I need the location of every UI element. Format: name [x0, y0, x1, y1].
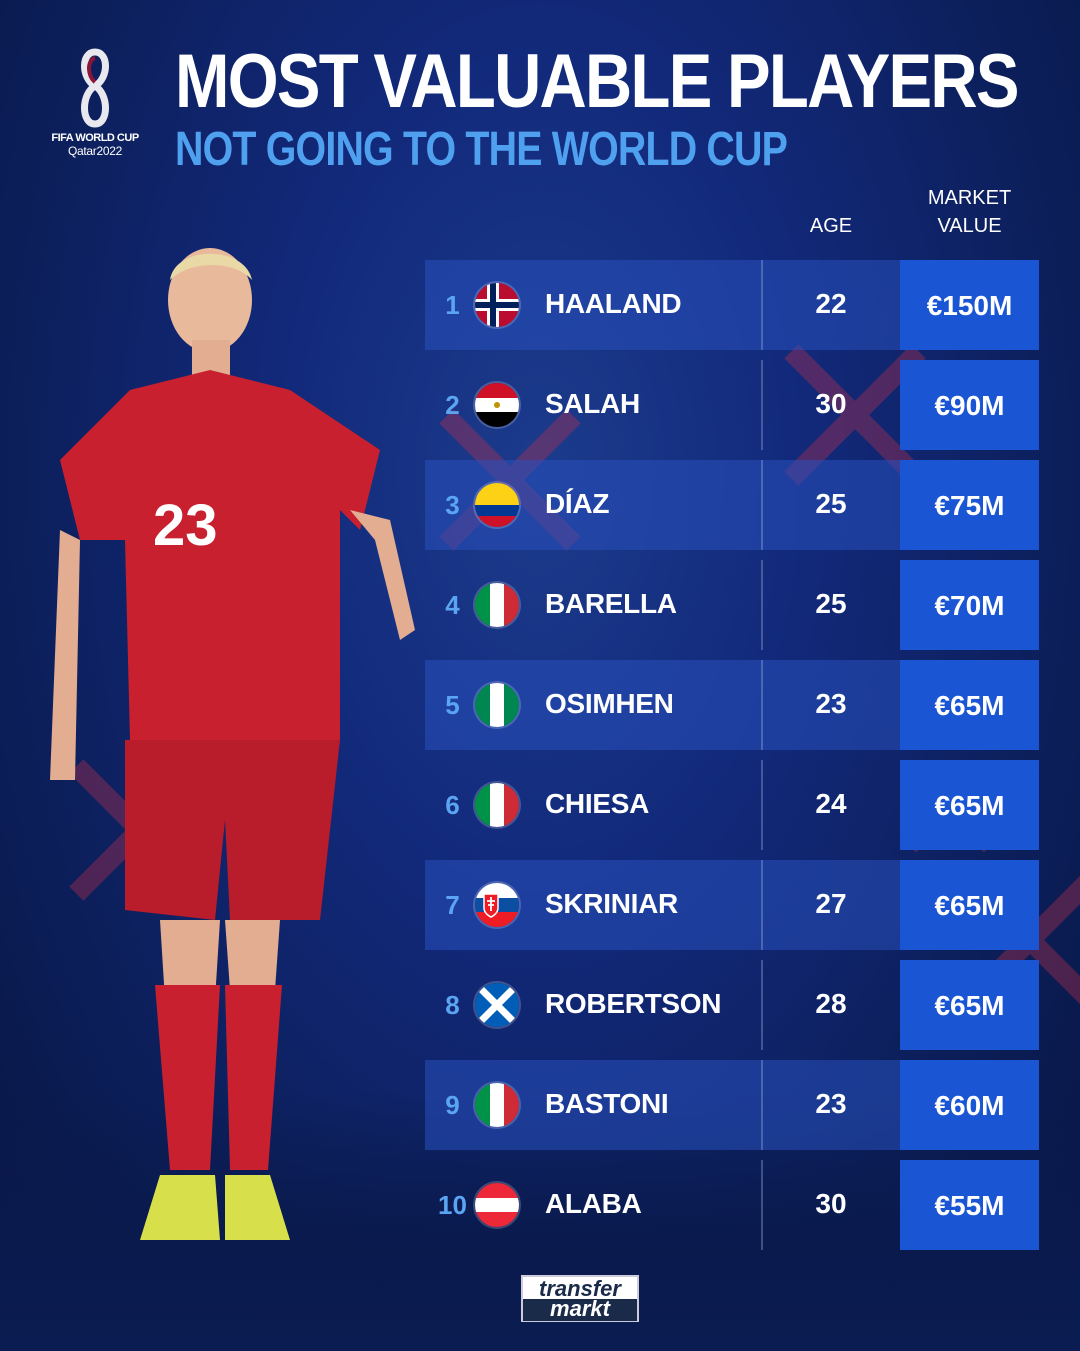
- scotland-flag-icon: [475, 983, 519, 1027]
- table-row: 8 ROBERTSON 28 €65M: [425, 960, 1039, 1050]
- column-divider: [761, 1060, 763, 1150]
- table-row: 10 ALABA 30 €55M: [425, 1160, 1039, 1250]
- column-divider: [761, 1160, 763, 1250]
- player-name: BARELLA: [545, 588, 677, 619]
- trophy-emblem-icon: [81, 48, 109, 128]
- market-value-header: MARKET VALUE: [927, 187, 1012, 237]
- table-row: 5 OSIMHEN 23 €65M: [425, 660, 1039, 750]
- rank: 7: [445, 890, 460, 920]
- player-name: HAALAND: [545, 288, 682, 319]
- table-row: 6 CHIESA 24 €65M: [425, 760, 1039, 850]
- player-name: DÍAZ: [545, 488, 610, 519]
- page-subtitle: NOT GOING TO THE WORLD CUP: [175, 123, 788, 176]
- market-value: €65M: [900, 860, 1039, 950]
- market-value: €65M: [900, 660, 1039, 750]
- player-age: 27: [815, 888, 847, 919]
- age-header: AGE: [809, 215, 853, 237]
- column-divider: [761, 360, 763, 450]
- column-divider: [761, 560, 763, 650]
- rank: 8: [445, 990, 460, 1020]
- table-row: 7 SKRINIAR 27 €65M: [425, 860, 1039, 950]
- rank: 4: [445, 590, 460, 620]
- player-age: 28: [815, 988, 847, 1019]
- market-value: €55M: [900, 1160, 1039, 1250]
- player-age: 23: [815, 688, 847, 719]
- rank: 3: [445, 490, 460, 520]
- table-row: 3 DÍAZ 25 €75M: [425, 460, 1039, 550]
- transfermarkt-logo: transfer markt: [521, 1275, 639, 1322]
- table-row: 9 BASTONI 23 €60M: [425, 1060, 1039, 1150]
- player-name: CHIESA: [545, 788, 649, 819]
- rank: 9: [445, 1090, 460, 1120]
- player-age: 30: [815, 388, 847, 419]
- player-name: ALABA: [545, 1188, 642, 1219]
- nigeria-flag-icon: [475, 683, 519, 727]
- player-age: 25: [815, 588, 847, 619]
- world-cup-logo: FIFA WORLD CUP Qatar2022: [45, 48, 145, 158]
- player-photo: 23: [50, 248, 415, 1240]
- rank: 5: [445, 690, 460, 720]
- page-title: MOST VALUABLE PLAYERS: [175, 39, 1019, 124]
- market-value: €70M: [900, 560, 1039, 650]
- rank: 6: [445, 790, 460, 820]
- column-divider: [761, 860, 763, 950]
- player-name: SKRINIAR: [545, 888, 678, 919]
- norway-flag-icon: [475, 283, 519, 327]
- table-row: 1 HAALAND 22 €150M: [425, 260, 1039, 350]
- table-row: 4 BARELLA 25 €70M: [425, 560, 1039, 650]
- market-value: €65M: [900, 960, 1039, 1050]
- italy-flag-icon: [475, 1083, 519, 1127]
- table-row: 2 SALAH 30 €90M: [425, 360, 1039, 450]
- column-divider: [761, 960, 763, 1050]
- player-name: OSIMHEN: [545, 688, 674, 719]
- player-age: 30: [815, 1188, 847, 1219]
- player-name: ROBERTSON: [545, 988, 722, 1019]
- column-divider: [761, 260, 763, 350]
- rank: 1: [445, 290, 460, 320]
- egypt-flag-icon: [475, 383, 519, 427]
- austria-flag-icon: [475, 1183, 519, 1227]
- player-age: 24: [815, 788, 847, 819]
- colombia-flag-icon: [475, 483, 519, 527]
- column-divider: [761, 760, 763, 850]
- player-age: 22: [815, 288, 847, 319]
- italy-flag-icon: [475, 783, 519, 827]
- rank: 2: [445, 390, 460, 420]
- slovakia-flag-icon: [475, 883, 519, 927]
- player-name: BASTONI: [545, 1088, 669, 1119]
- market-value: €90M: [900, 360, 1039, 450]
- column-divider: [761, 660, 763, 750]
- market-value: €60M: [900, 1060, 1039, 1150]
- market-value: €65M: [900, 760, 1039, 850]
- player-age: 23: [815, 1088, 847, 1119]
- market-value: €150M: [900, 260, 1039, 350]
- column-divider: [761, 460, 763, 550]
- market-value: €75M: [900, 460, 1039, 550]
- svg-text:23: 23: [153, 493, 218, 558]
- player-age: 25: [815, 488, 847, 519]
- italy-flag-icon: [475, 583, 519, 627]
- player-name: SALAH: [545, 388, 640, 419]
- rank: 10: [438, 1190, 467, 1220]
